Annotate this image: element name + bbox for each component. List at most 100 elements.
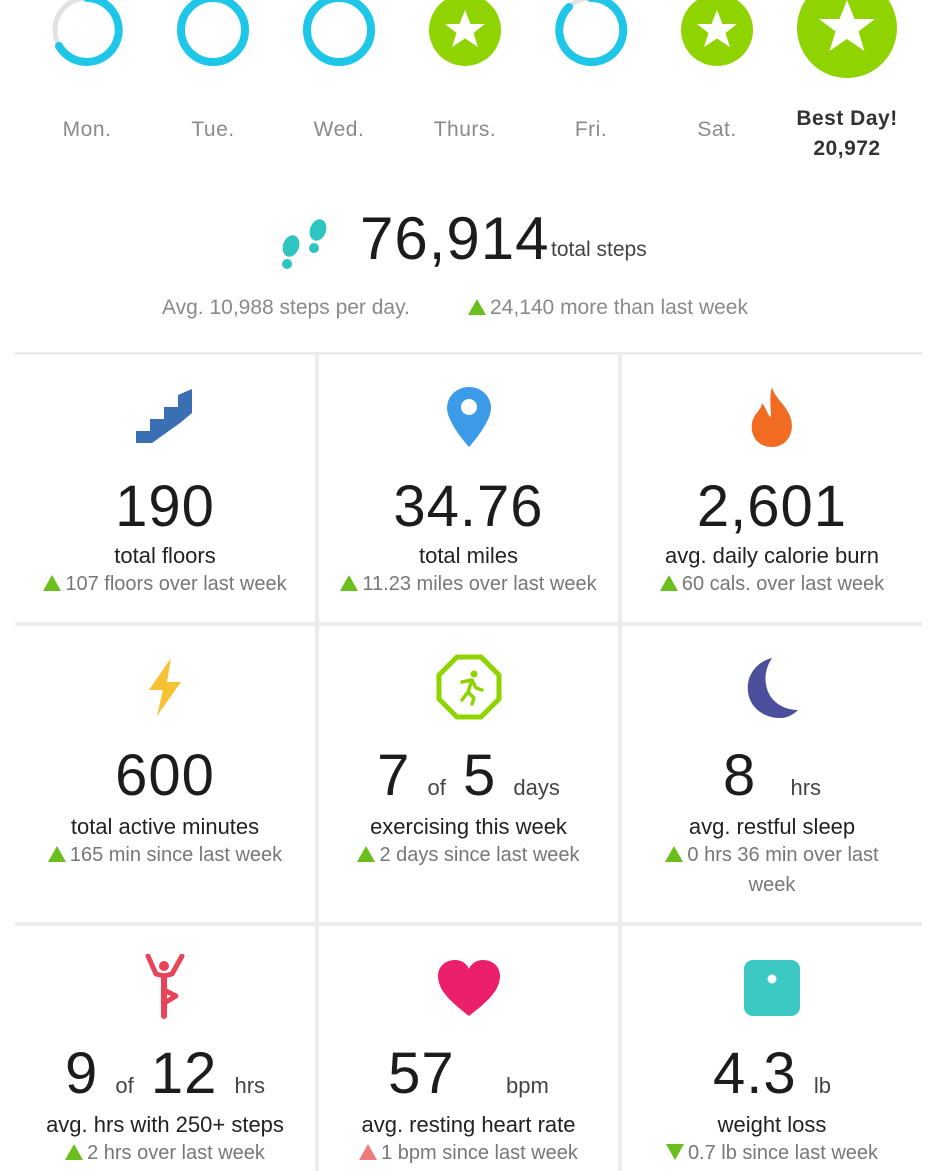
best-day-text: Best Day! 20,972	[772, 104, 922, 164]
sleep-delta: 0 hrs 36 min over last week	[652, 840, 892, 900]
floors-value: 190	[115, 474, 215, 539]
calories-delta: 60 cals. over last week	[622, 569, 922, 599]
exercise-label: exercising this week	[370, 814, 567, 839]
stairs-icon	[136, 389, 192, 443]
up-arrow-icon	[665, 846, 684, 862]
flame-icon	[751, 387, 792, 447]
best-day-star-badge-icon	[797, 0, 897, 78]
hourly-delta: 2 hrs over last week	[15, 1138, 315, 1168]
exercise-value: 7 of 5 days	[319, 742, 618, 809]
tile-heart-rate[interactable]: 57 bpm avg. resting heart rate 1 bpm sin…	[319, 926, 618, 1171]
day-tue[interactable]: Tue.	[153, 0, 273, 150]
hourly-delta-text: 2 hrs over last week	[87, 1142, 265, 1164]
day-thurs[interactable]: Thurs.	[405, 0, 525, 150]
tue-progress-ring-icon	[177, 0, 249, 66]
day-fri[interactable]: Fri.	[531, 0, 651, 150]
exercise-days-done: 7	[377, 743, 411, 808]
sleep-unit: hrs	[790, 775, 822, 800]
up-arrow-icon	[357, 846, 376, 862]
down-arrow-icon	[665, 1144, 684, 1160]
lightning-icon	[149, 658, 181, 716]
day-label-sat: Sat.	[697, 118, 737, 141]
heart-rate-unit: bpm	[506, 1073, 549, 1098]
up-arrow-icon	[659, 575, 678, 591]
hourly-of: of	[115, 1073, 134, 1098]
day-mon[interactable]: Mon.	[27, 0, 147, 150]
tile-sleep[interactable]: 8 hrs avg. restful sleep 0 hrs 36 min ov…	[622, 626, 922, 922]
day-label-mon: Mon.	[62, 118, 112, 141]
tile-active-minutes[interactable]: 600 total active minutes 165 min since l…	[15, 626, 315, 922]
total-steps-value: 76,914	[360, 205, 550, 272]
exercise-days-goal: 5	[463, 743, 497, 808]
runner-octagon-icon	[436, 654, 501, 720]
sleep-delta-text: 0 hrs 36 min over last week	[687, 844, 879, 896]
best-day-title: Best Day!	[796, 107, 898, 130]
weight-unit: lb	[813, 1073, 831, 1098]
day-label-thurs: Thurs.	[433, 118, 497, 141]
exercise-unit: days	[513, 775, 560, 800]
steps-comparison-text: 24,140 more than last week	[490, 296, 748, 319]
tile-floors[interactable]: 190 total floors 107 floors over last we…	[15, 355, 315, 622]
active-minutes-delta: 165 min since last week	[15, 840, 315, 870]
sat-star-badge-icon	[681, 0, 753, 66]
calories-label: avg. daily calorie burn	[664, 543, 879, 568]
weight-delta: 0.7 lb since last week	[622, 1138, 922, 1168]
tile-calories[interactable]: 2,601 avg. daily calorie burn 60 cals. o…	[622, 355, 922, 622]
sleep-hours: 8	[722, 743, 757, 808]
active-minutes-label: total active minutes	[70, 814, 260, 839]
sleep-label: avg. restful sleep	[688, 814, 856, 839]
miles-delta: 11.23 miles over last week	[319, 569, 618, 599]
sleep-value: 8 hrs	[622, 742, 922, 809]
up-arrow-icon	[65, 1144, 84, 1160]
up-arrow-red-icon	[359, 1144, 378, 1160]
miles-value: 34.76	[393, 474, 544, 539]
mon-progress-ring-icon	[52, 0, 123, 66]
day-best[interactable]: Best Day! 20,972	[772, 0, 922, 170]
scale-icon	[744, 960, 800, 1016]
thurs-star-badge-icon	[429, 0, 501, 66]
active-minutes-value: 600	[115, 743, 215, 808]
heart-rate-number: 57	[388, 1041, 455, 1106]
floors-delta: 107 floors over last week	[15, 569, 315, 599]
tile-hourly-activity[interactable]: 9 of 12 hrs avg. hrs with 250+ steps 2 h…	[15, 926, 315, 1171]
hourly-value: 9 of 12 hrs	[15, 1040, 315, 1107]
up-arrow-icon	[468, 299, 486, 315]
tile-miles[interactable]: 34.76 total miles 11.23 miles over last …	[319, 355, 618, 622]
steps-summary: 76,914 total steps Avg. 10,988 steps per…	[0, 200, 937, 330]
tile-weight[interactable]: 4.3 lb weight loss 0.7 lb since last wee…	[622, 926, 922, 1171]
total-steps-label: total steps	[551, 238, 647, 261]
day-sat[interactable]: Sat.	[657, 0, 777, 150]
miles-label: total miles	[418, 543, 519, 568]
weekly-progress-row: Mon. Tue. Wed. Thurs. Fri. Sa	[0, 0, 937, 180]
weight-label: weight loss	[717, 1112, 827, 1137]
day-wed[interactable]: Wed.	[279, 0, 399, 150]
exercise-delta: 2 days since last week	[319, 840, 618, 870]
fri-progress-ring-icon	[555, 0, 628, 66]
avg-steps-text: Avg. 10,988 steps per day.	[162, 296, 410, 319]
heart-icon	[437, 960, 500, 1016]
up-arrow-icon	[47, 846, 66, 862]
calories-delta-text: 60 cals. over last week	[681, 573, 885, 595]
hourly-hours-goal: 12	[150, 1041, 218, 1106]
stretching-person-icon	[145, 954, 185, 1019]
miles-delta-text: 11.23 miles over last week	[362, 573, 597, 595]
up-arrow-icon	[340, 575, 359, 591]
floors-label: total floors	[114, 543, 216, 568]
footsteps-icon	[282, 219, 327, 269]
exercise-delta-text: 2 days since last week	[379, 844, 580, 866]
weight-delta-text: 0.7 lb since last week	[687, 1142, 879, 1164]
heart-rate-value: 57 bpm	[319, 1040, 618, 1107]
day-label-tue: Tue.	[191, 118, 235, 141]
location-pin-icon	[446, 387, 491, 447]
exercise-of: of	[427, 775, 446, 800]
tile-exercise[interactable]: 7 of 5 days exercising this week 2 days …	[319, 626, 618, 922]
hourly-hours-done: 9	[64, 1041, 99, 1106]
moon-icon	[747, 658, 798, 718]
weight-value: 4.3 lb	[622, 1040, 922, 1107]
hourly-unit: hrs	[234, 1073, 266, 1098]
steps-comparison: 24,140 more than last week	[468, 296, 748, 320]
floors-delta-text: 107 floors over last week	[65, 573, 287, 595]
wed-progress-ring-icon	[303, 0, 375, 66]
heart-rate-label: avg. resting heart rate	[361, 1112, 576, 1137]
weight-number: 4.3	[713, 1041, 797, 1106]
